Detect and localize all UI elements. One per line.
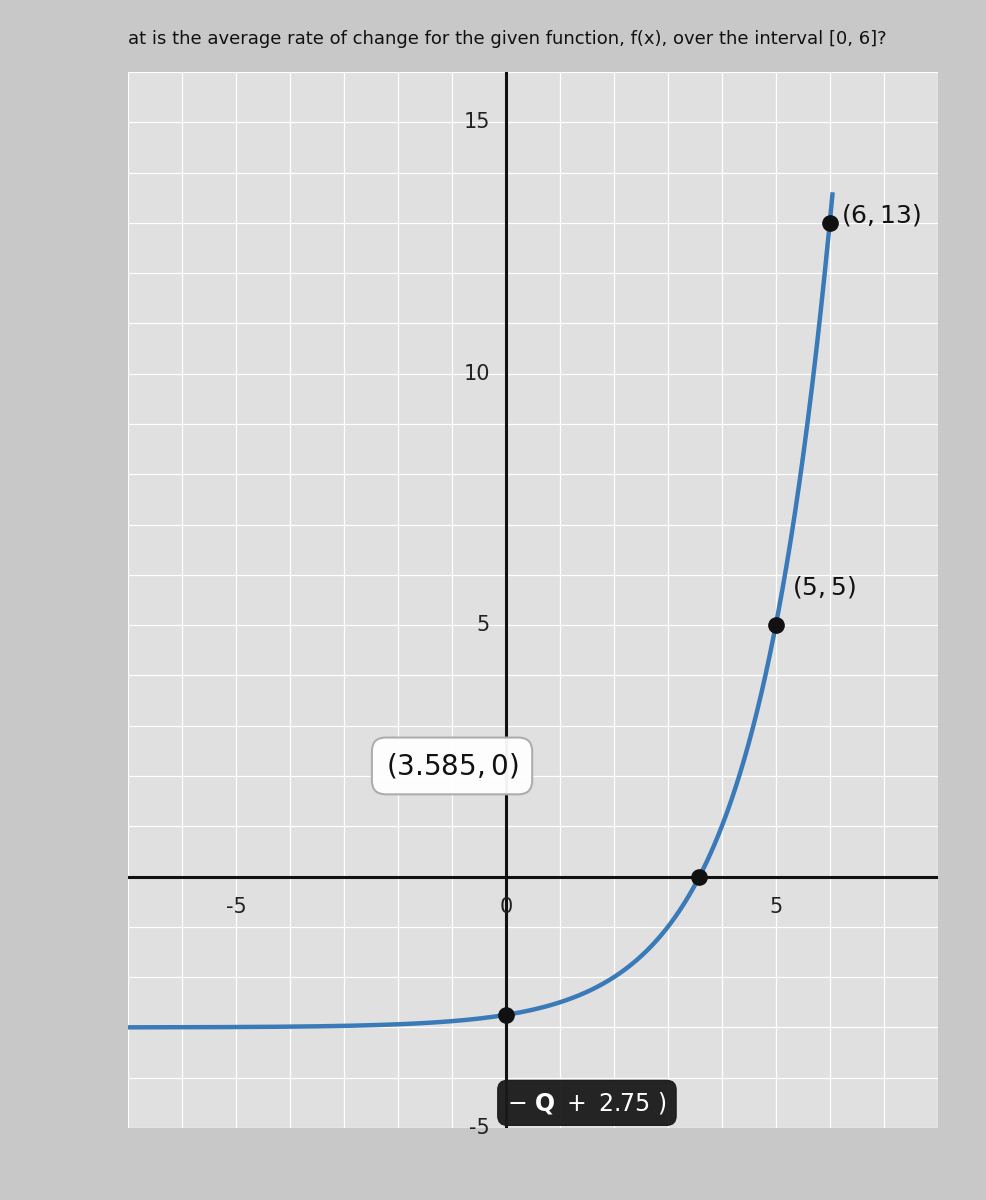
Text: 0: 0 xyxy=(499,896,512,917)
Text: $(3.585, 0)$: $(3.585, 0)$ xyxy=(386,751,518,780)
Text: at is the average rate of change for the given function, f(x), over the interval: at is the average rate of change for the… xyxy=(128,30,886,48)
Text: 15: 15 xyxy=(462,113,489,132)
Text: $(5, 5)$: $(5, 5)$ xyxy=(791,575,855,600)
Text: $(6, 13)$: $(6, 13)$ xyxy=(840,203,920,228)
Text: 5: 5 xyxy=(768,896,782,917)
Text: 10: 10 xyxy=(462,364,489,384)
Text: -5: -5 xyxy=(468,1118,489,1138)
Text: 5: 5 xyxy=(476,616,489,635)
Text: $-\ \mathbf{Q}\ +\ 2.75\ )$: $-\ \mathbf{Q}\ +\ 2.75\ )$ xyxy=(507,1090,666,1116)
Text: -5: -5 xyxy=(226,896,246,917)
